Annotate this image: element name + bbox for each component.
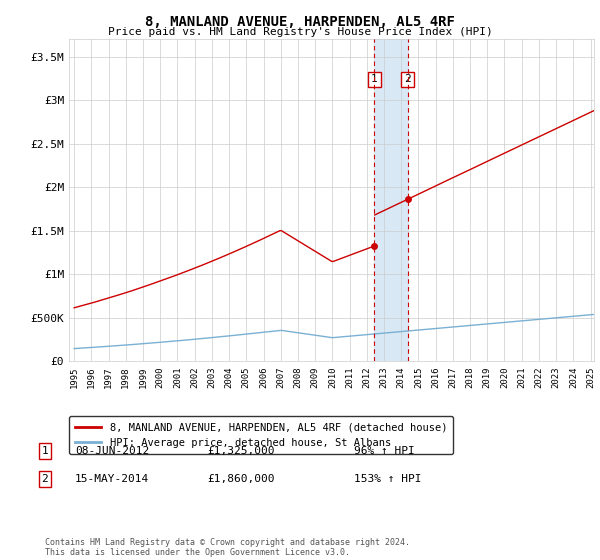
Text: £1,325,000: £1,325,000 xyxy=(207,446,275,456)
Text: Price paid vs. HM Land Registry's House Price Index (HPI): Price paid vs. HM Land Registry's House … xyxy=(107,27,493,37)
Text: 153% ↑ HPI: 153% ↑ HPI xyxy=(354,474,421,484)
Text: 2: 2 xyxy=(404,74,411,85)
Text: 2: 2 xyxy=(41,474,49,484)
Text: Contains HM Land Registry data © Crown copyright and database right 2024.
This d: Contains HM Land Registry data © Crown c… xyxy=(45,538,410,557)
Text: 8, MANLAND AVENUE, HARPENDEN, AL5 4RF: 8, MANLAND AVENUE, HARPENDEN, AL5 4RF xyxy=(145,15,455,29)
Text: 96% ↑ HPI: 96% ↑ HPI xyxy=(354,446,415,456)
Text: 08-JUN-2012: 08-JUN-2012 xyxy=(75,446,149,456)
Bar xyxy=(374,39,407,361)
Text: 1: 1 xyxy=(41,446,49,456)
Text: 15-MAY-2014: 15-MAY-2014 xyxy=(75,474,149,484)
Legend: 8, MANLAND AVENUE, HARPENDEN, AL5 4RF (detached house), HPI: Average price, deta: 8, MANLAND AVENUE, HARPENDEN, AL5 4RF (d… xyxy=(69,416,454,454)
Text: £1,860,000: £1,860,000 xyxy=(207,474,275,484)
Text: 1: 1 xyxy=(371,74,378,85)
